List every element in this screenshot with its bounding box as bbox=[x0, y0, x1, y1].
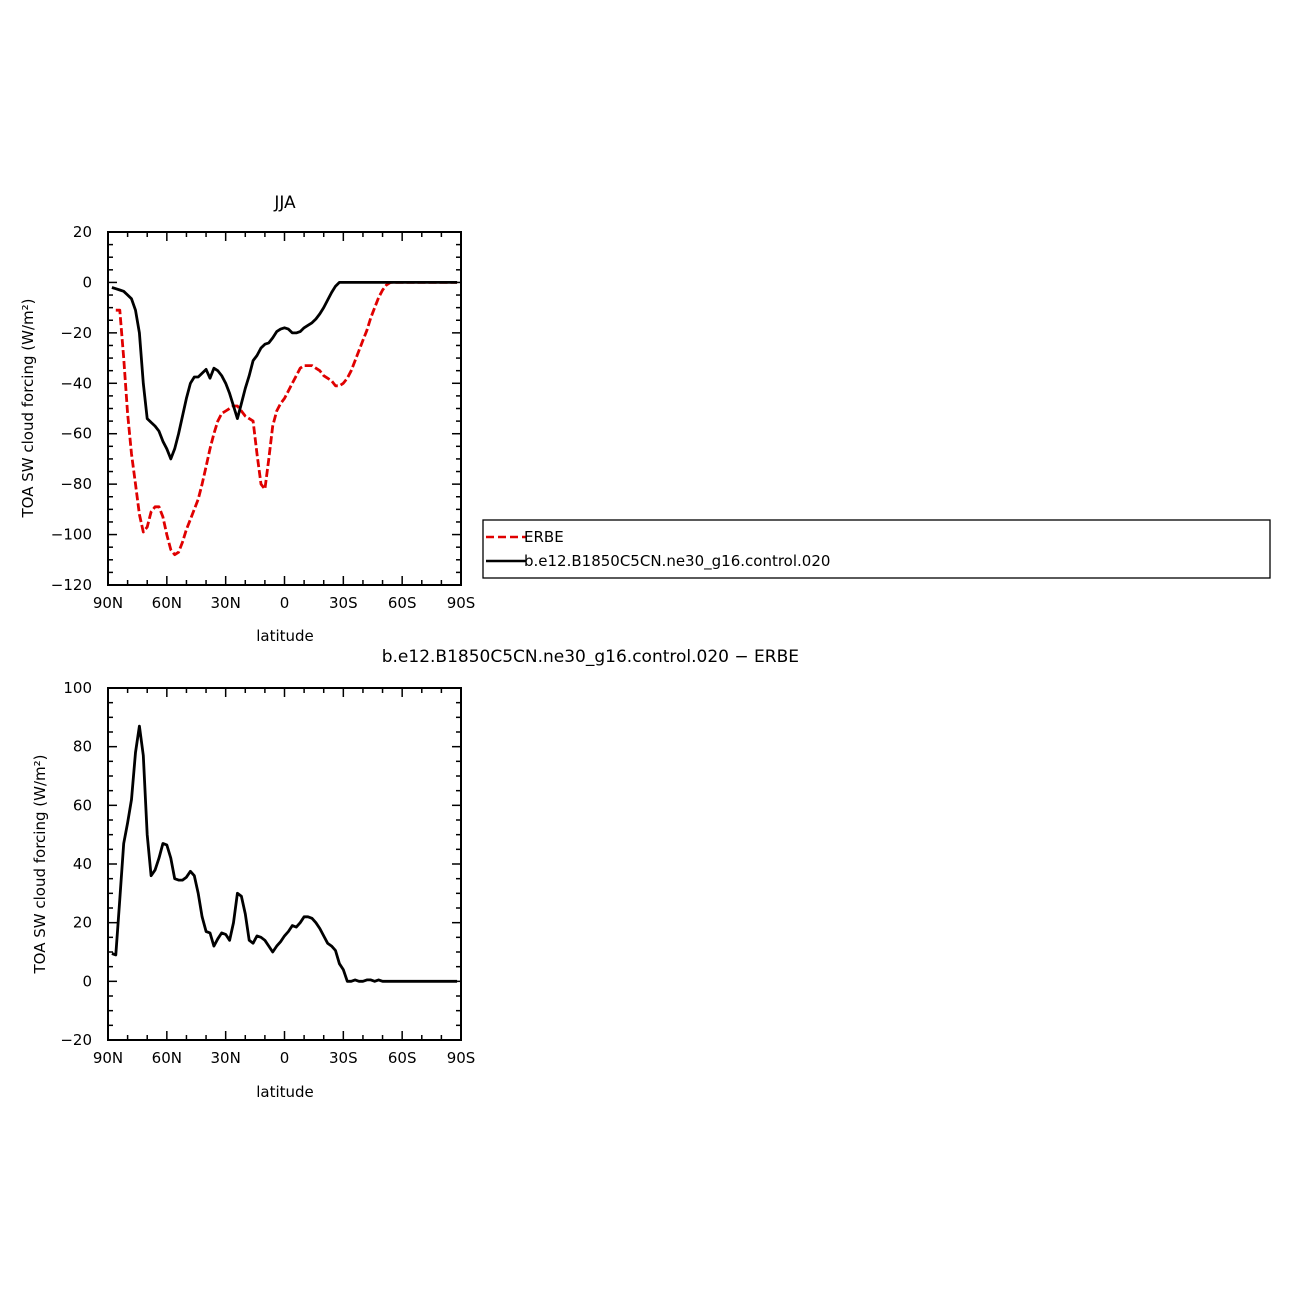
x-tick-label: 30N bbox=[211, 1049, 241, 1067]
x-tick-label: 60N bbox=[152, 594, 182, 612]
y-tick-label: −20 bbox=[60, 1031, 92, 1049]
bottom-chart-panel: b.e12.B1850C5CN.ne30_g16.control.020 − E… bbox=[31, 647, 799, 1101]
y-tick-label: −40 bbox=[60, 374, 92, 392]
difference-line bbox=[111, 724, 458, 983]
y-axis-label: TOA SW cloud forcing (W/m²) bbox=[19, 299, 37, 519]
x-tick-label: 0 bbox=[280, 1049, 290, 1067]
plot-frame bbox=[107, 231, 462, 586]
x-tick-label: 60S bbox=[388, 594, 417, 612]
series-line-model bbox=[111, 280, 458, 461]
y-tick-label: 0 bbox=[82, 972, 92, 990]
top-chart-panel: JJA TOA SW cloud forcing (W/m²) latitude… bbox=[19, 193, 475, 645]
y-tick-label: 60 bbox=[73, 796, 92, 814]
y-tick-label: −120 bbox=[51, 576, 92, 594]
y-tick-label: 0 bbox=[82, 273, 92, 291]
y-tick-label: 80 bbox=[73, 738, 92, 756]
y-tick-label: −60 bbox=[60, 425, 92, 443]
y-tick-label: −100 bbox=[51, 526, 92, 544]
chart-title: b.e12.B1850C5CN.ne30_g16.control.020 − E… bbox=[382, 647, 799, 667]
x-tick-label: 60S bbox=[388, 1049, 417, 1067]
y-tick-label: 100 bbox=[63, 679, 92, 697]
x-tick-label: 90S bbox=[447, 594, 476, 612]
series-line-erbe bbox=[115, 280, 458, 557]
legend-label-erbe: ERBE bbox=[524, 528, 564, 546]
y-tick-label: −20 bbox=[60, 324, 92, 342]
y-axis-label: TOA SW cloud forcing (W/m²) bbox=[31, 755, 49, 975]
y-tick-label: 40 bbox=[73, 855, 92, 873]
chart-title: JJA bbox=[273, 193, 296, 213]
y-tick-label: −80 bbox=[60, 475, 92, 493]
legend-label-model: b.e12.B1850C5CN.ne30_g16.control.020 bbox=[524, 552, 830, 571]
x-tick-label: 30S bbox=[329, 594, 358, 612]
x-tick-label: 90N bbox=[93, 1049, 123, 1067]
x-axis-label: latitude bbox=[256, 627, 314, 645]
y-tick-label: 20 bbox=[73, 223, 92, 241]
x-tick-label: 90S bbox=[447, 1049, 476, 1067]
x-axis-label: latitude bbox=[256, 1083, 314, 1101]
legend: ERBE b.e12.B1850C5CN.ne30_g16.control.02… bbox=[482, 519, 1271, 579]
legend-box bbox=[482, 519, 1271, 579]
x-tick-label: 30N bbox=[211, 594, 241, 612]
x-tick-label: 30S bbox=[329, 1049, 358, 1067]
plot-frame bbox=[107, 687, 462, 1041]
x-tick-label: 60N bbox=[152, 1049, 182, 1067]
x-tick-label: 90N bbox=[93, 594, 123, 612]
y-tick-label: 20 bbox=[73, 914, 92, 932]
x-tick-label: 0 bbox=[280, 594, 290, 612]
